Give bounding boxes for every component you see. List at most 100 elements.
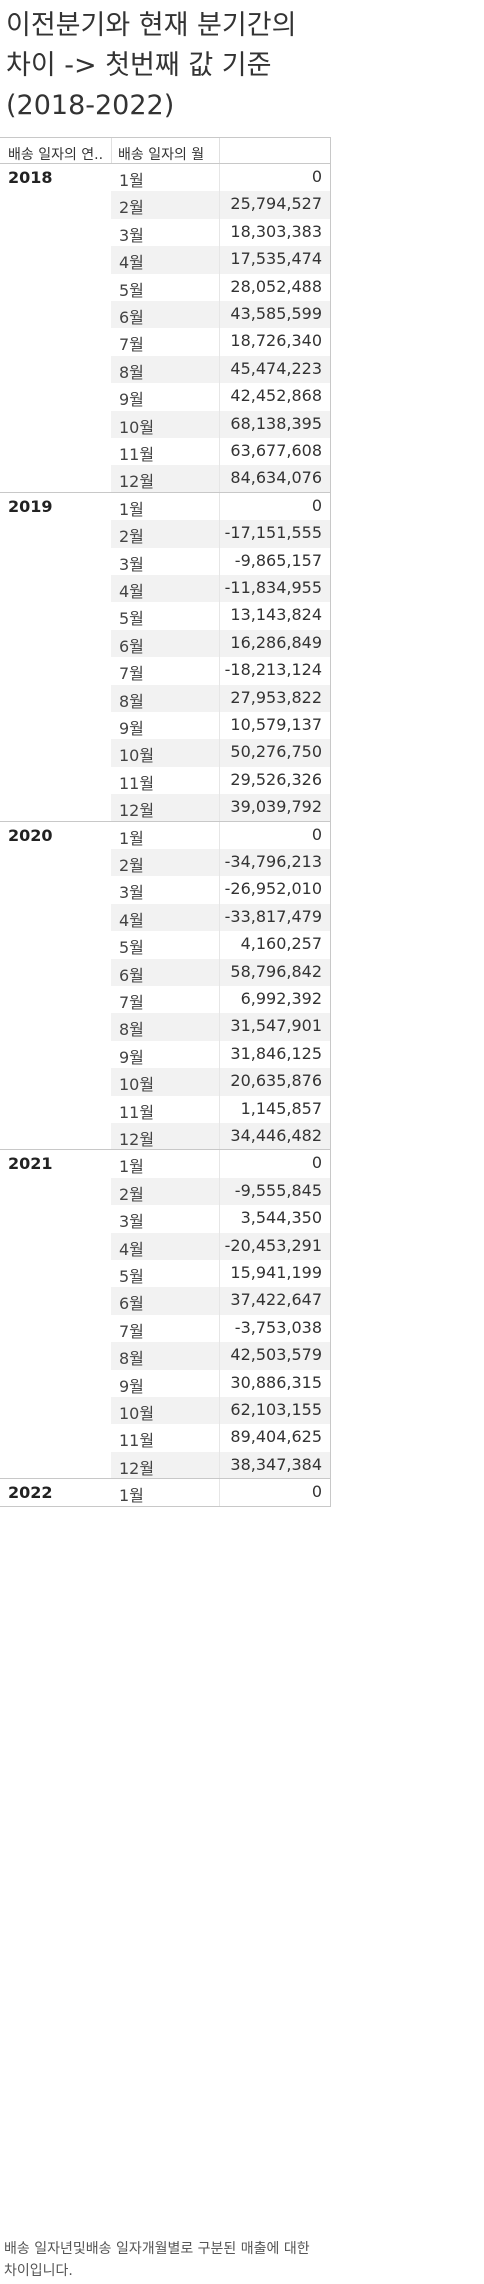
value-cell: -26,952,010 — [224, 879, 322, 899]
table-row[interactable]: 10월 68,138,395 — [111, 410, 330, 438]
table-row[interactable]: 2월 25,794,527 — [111, 191, 330, 219]
cell-divider — [219, 1205, 220, 1233]
value-cell: -11,834,955 — [224, 577, 322, 597]
year-label[interactable]: 2021 — [8, 1154, 53, 1174]
cell-divider — [219, 465, 220, 493]
value-cell: 63,677,608 — [230, 441, 322, 460]
table-row[interactable]: 1월 0 — [111, 492, 330, 521]
cell-divider — [219, 1314, 220, 1343]
table-row[interactable]: 9월 30,886,315 — [111, 1369, 330, 1397]
table-row[interactable]: 3월 -9,865,157 — [111, 547, 330, 575]
table-row[interactable]: 9월 42,452,868 — [111, 383, 330, 411]
table-row[interactable]: 1월 0 — [111, 1479, 330, 1507]
cell-divider — [219, 438, 220, 466]
month-cell: 11월 — [119, 1431, 155, 1451]
month-cell: 4월 — [119, 581, 144, 601]
table-row[interactable]: 1월 0 — [111, 821, 330, 849]
month-cell: 6월 — [119, 965, 144, 985]
table-row[interactable]: 12월 38,347,384 — [111, 1451, 330, 1480]
table-row[interactable]: 5월 13,143,824 — [111, 602, 330, 630]
month-cell: 9월 — [119, 1047, 144, 1067]
table-row[interactable]: 4월 17,535,474 — [111, 246, 330, 274]
table-row[interactable]: 8월 45,474,223 — [111, 355, 330, 384]
month-cell: 12월 — [119, 801, 155, 821]
value-cell: -33,817,479 — [224, 906, 322, 926]
table-row[interactable]: 9월 31,846,125 — [111, 1040, 330, 1069]
header-year[interactable]: 배송 일자의 연.. — [8, 147, 104, 163]
value-cell: -20,453,291 — [224, 1235, 322, 1255]
month-cell: 5월 — [119, 609, 144, 629]
cell-divider — [219, 301, 220, 329]
table-row[interactable]: 3월 -26,952,010 — [111, 876, 330, 904]
table-header: 배송 일자의 연.. 배송 일자의 월 — [0, 137, 331, 164]
month-cell: 4월 — [119, 253, 144, 273]
cell-divider — [219, 574, 220, 603]
month-cell: 6월 — [119, 1294, 144, 1314]
table-row[interactable]: 5월 15,941,199 — [111, 1259, 330, 1288]
table-row[interactable]: 4월 -11,834,955 — [111, 574, 330, 603]
table-row[interactable]: 11월 1,145,857 — [111, 1095, 330, 1123]
year-label[interactable]: 2018 — [8, 168, 53, 187]
table-row[interactable]: 6월 43,585,599 — [111, 301, 330, 329]
table-row[interactable]: 1월 0 — [111, 1150, 330, 1178]
value-cell: 17,535,474 — [230, 249, 322, 269]
table-row[interactable]: 7월 -18,213,124 — [111, 657, 330, 685]
table-row[interactable]: 12월 39,039,792 — [111, 794, 330, 822]
table-row[interactable]: 11월 29,526,326 — [111, 766, 330, 795]
cell-divider — [219, 1068, 220, 1096]
value-cell: 58,796,842 — [230, 961, 322, 981]
table-row[interactable]: 3월 18,303,383 — [111, 218, 330, 247]
year-label[interactable]: 2019 — [8, 496, 53, 516]
table-row[interactable]: 7월 -3,753,038 — [111, 1314, 330, 1343]
value-cell: 42,452,868 — [230, 386, 322, 406]
cell-divider — [219, 848, 220, 877]
table-row[interactable]: 4월 -20,453,291 — [111, 1232, 330, 1260]
table-row[interactable]: 11월 89,404,625 — [111, 1424, 330, 1452]
month-cell: 7월 — [119, 335, 144, 355]
table-row[interactable]: 2월 -17,151,555 — [111, 520, 330, 548]
cell-divider — [219, 355, 220, 384]
month-cell: 6월 — [119, 308, 144, 327]
table-row[interactable]: 9월 10,579,137 — [111, 711, 330, 740]
table-row[interactable]: 6월 16,286,849 — [111, 629, 330, 658]
header-month[interactable]: 배송 일자의 월 — [118, 147, 205, 163]
year-label[interactable]: 2020 — [8, 825, 53, 845]
table-row[interactable]: 12월 34,446,482 — [111, 1122, 330, 1151]
table-row[interactable]: 10월 20,635,876 — [111, 1068, 330, 1096]
value-cell: -9,555,845 — [234, 1180, 322, 1200]
table-row[interactable]: 1월 0 — [111, 164, 330, 192]
table-row[interactable]: 6월 58,796,842 — [111, 958, 330, 986]
cell-divider — [219, 739, 220, 767]
worksheet-title: 이전분기와 현재 분기간의 차이 -> 첫번째 값 기준 (2018-2022) — [6, 6, 476, 126]
table-row[interactable]: 10월 50,276,750 — [111, 739, 330, 767]
table-row[interactable]: 2월 -34,796,213 — [111, 848, 330, 877]
table-row[interactable]: 12월 84,634,076 — [111, 465, 330, 493]
table-row[interactable]: 8월 27,953,822 — [111, 684, 330, 712]
table-row[interactable]: 8월 31,547,901 — [111, 1013, 330, 1041]
value-cell: 89,404,625 — [230, 1427, 322, 1447]
month-cell: 7월 — [119, 1321, 144, 1341]
table-row[interactable]: 10월 62,103,155 — [111, 1396, 330, 1425]
cell-divider — [219, 1095, 220, 1123]
value-cell: 28,052,488 — [230, 276, 322, 296]
cell-divider — [219, 1369, 220, 1397]
value-cell: 4,160,257 — [240, 934, 322, 954]
table-row[interactable]: 5월 28,052,488 — [111, 273, 330, 301]
table-row[interactable]: 3월 3,544,350 — [111, 1205, 330, 1233]
header-divider — [111, 138, 112, 164]
table-row[interactable]: 7월 18,726,340 — [111, 328, 330, 356]
table-row[interactable]: 8월 42,503,579 — [111, 1342, 330, 1370]
table-row[interactable]: 2월 -9,555,845 — [111, 1177, 330, 1206]
month-cell: 1월 — [119, 499, 144, 519]
cell-divider — [219, 657, 220, 685]
table-row[interactable]: 7월 6,992,392 — [111, 985, 330, 1014]
table-row[interactable]: 5월 4,160,257 — [111, 931, 330, 959]
year-label[interactable]: 2022 — [8, 1483, 53, 1503]
value-cell: 31,547,901 — [230, 1016, 322, 1036]
month-cell: 2월 — [119, 198, 144, 218]
table-row[interactable]: 4월 -33,817,479 — [111, 903, 330, 932]
table-row[interactable]: 6월 37,422,647 — [111, 1287, 330, 1315]
cell-divider — [219, 1122, 220, 1151]
table-row[interactable]: 11월 63,677,608 — [111, 438, 330, 466]
value-cell: 39,039,792 — [230, 797, 322, 817]
